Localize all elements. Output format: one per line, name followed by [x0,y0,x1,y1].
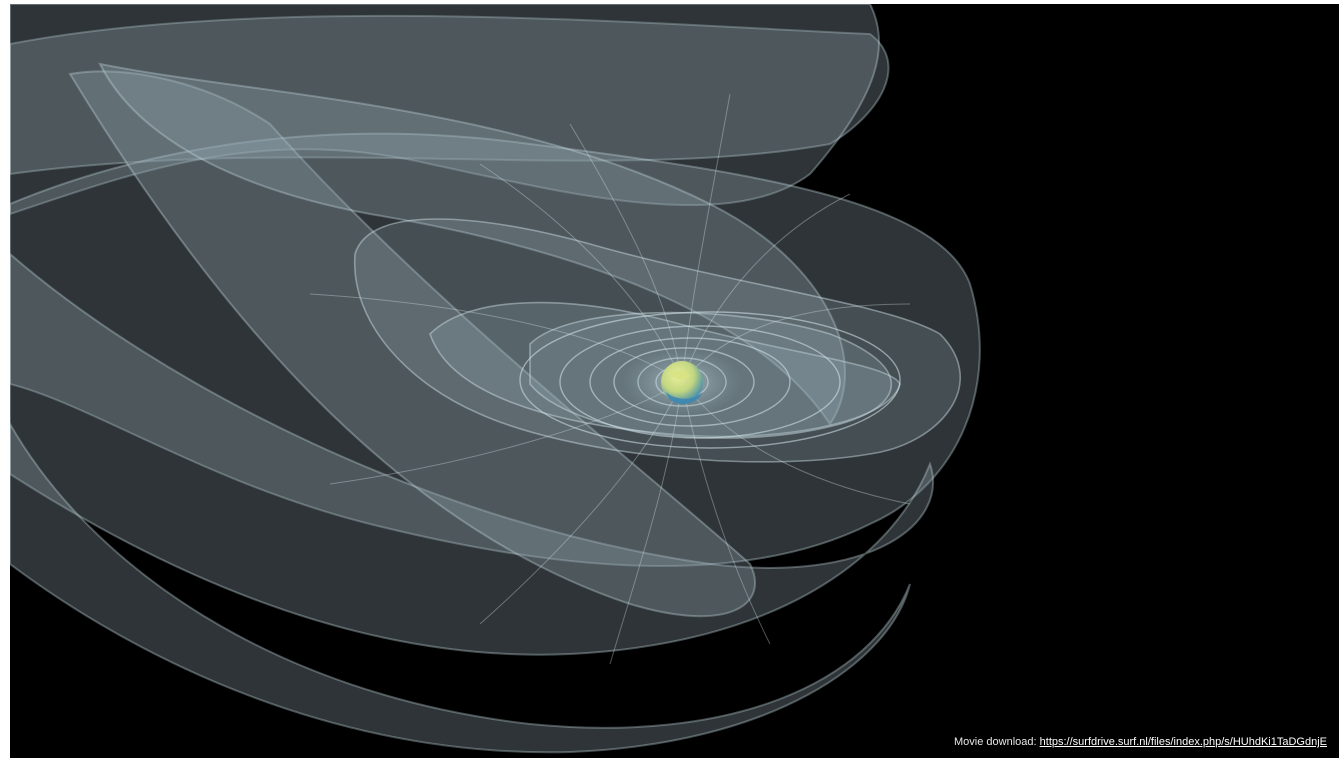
earth-icon [661,361,703,404]
movie-frame: Movie download: https://surfdrive.surf.n… [10,4,1339,758]
field-sheet [10,252,935,656]
field-sheet [10,4,881,216]
movie-download-caption: Movie download: https://surfdrive.surf.n… [954,736,1327,748]
field-loop [559,325,841,439]
movie-download-link[interactable]: https://surfdrive.surf.nl/files/index.ph… [1039,736,1327,748]
magnetosphere-visualization [10,4,981,754]
outer-field-sheets [10,4,981,754]
field-sheet [10,14,890,176]
field-sheet [10,132,981,567]
field-loop [589,337,791,427]
field-sheet [98,62,846,426]
field-sheet [68,70,756,618]
field-sheet [10,421,911,754]
caption-label: Movie download: [954,736,1037,748]
field-loop [519,311,901,449]
field-loop [613,347,755,417]
